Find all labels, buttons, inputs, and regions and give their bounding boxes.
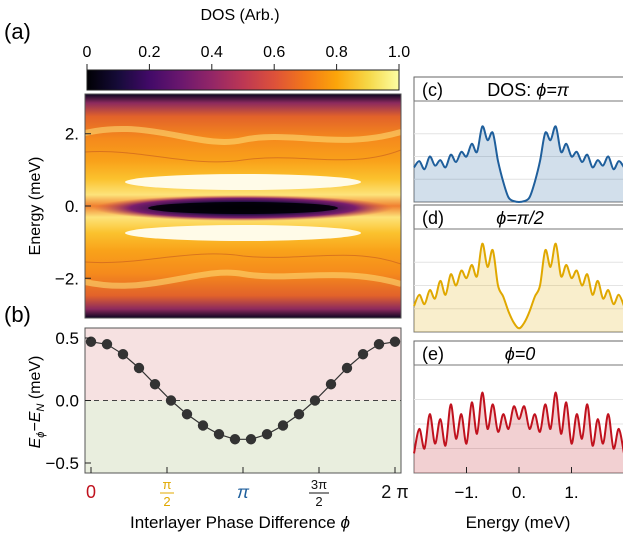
data-point (149, 379, 161, 390)
dos-panel-e: (e) ϕ=0 −1. 0. 1. Energy (meV) (413, 340, 623, 532)
heatmap-ytick-label: 2. (65, 125, 79, 144)
data-point (277, 420, 289, 431)
data-point (261, 429, 273, 440)
contour-band (85, 269, 401, 289)
data-point (133, 362, 145, 374)
panel-c-header (413, 76, 623, 102)
xtick-three-half-pi: 3π 2 (309, 477, 329, 509)
heatmap-panel-a: Energy (meV) 2. 0. −2. (27, 93, 402, 319)
xtick-half-pi-numerator: π (163, 477, 172, 492)
negative-region-bg (85, 400, 401, 473)
xtick-half-pi-denominator: 2 (163, 494, 170, 509)
gap-center (148, 202, 338, 214)
colorbar-tick-label: 0.4 (201, 44, 223, 61)
heatmap-ytick-label: −2. (55, 269, 79, 288)
dos-line-d (413, 242, 623, 330)
data-point (389, 336, 401, 347)
panel-e-header (413, 340, 623, 366)
data-point (245, 434, 257, 445)
heatmap-ylabel: Energy (meV) (27, 157, 44, 256)
panel-label-a: (a) (4, 19, 31, 44)
panel-label-d: (d) (422, 208, 444, 228)
panel-b-xlabel: Interlayer Phase Difference ϕ (130, 513, 350, 532)
panel-label-b: (b) (4, 302, 31, 327)
data-point (213, 429, 225, 440)
positive-region-bg (85, 328, 401, 401)
data-point (197, 420, 209, 431)
data-point (85, 336, 97, 347)
xtick-three-half-pi-denominator: 2 (315, 494, 322, 509)
colorbar-gradient (86, 69, 400, 91)
colorbar-label: DOS (Arb.) (200, 7, 279, 24)
data-point (101, 339, 113, 350)
data-point (293, 409, 305, 420)
panel-b-ylabel: Eϕ−EN (meV) (27, 356, 47, 449)
colorbar-tick-label: 1.0 (388, 44, 410, 61)
panel-label-c: (c) (422, 80, 443, 100)
contour-line (85, 149, 401, 163)
lower-white-band (125, 225, 361, 241)
colorbar: DOS (Arb.) 0 0.2 0.4 0.6 0.8 1.0 (83, 7, 410, 91)
panel-label-e: (e) (422, 344, 444, 364)
panel-e-xtick-label: −1. (454, 483, 478, 502)
xtick-pi: π (237, 482, 250, 502)
contour-band (85, 125, 401, 145)
xtick-half-pi: π 2 (160, 477, 174, 509)
data-point (309, 395, 321, 406)
data-point (229, 434, 241, 445)
data-point (341, 362, 353, 374)
panel-b-ytick-label: −0.5 (45, 454, 79, 473)
heatmap-ytick-label: 0. (65, 197, 79, 216)
panel-c-frame (413, 100, 623, 203)
panel-e-title: ϕ=0 (505, 344, 536, 364)
contour-line (85, 253, 401, 265)
colorbar-tick-label: 0.8 (325, 44, 347, 61)
data-point (373, 339, 385, 350)
dos-panel-c: (c) DOS: ϕ=π (413, 76, 623, 204)
dos-area-e (414, 392, 623, 473)
xtick-three-half-pi-numerator: 3π (311, 477, 327, 492)
data-point (181, 409, 193, 420)
dos-area-d (414, 243, 623, 332)
panel-d-title: ϕ=π/2 (496, 208, 544, 228)
dos-panel-d: (d) ϕ=π/2 (413, 204, 623, 333)
data-point (165, 395, 177, 406)
data-point (325, 379, 337, 390)
colorbar-tick-label: 0 (83, 44, 92, 61)
xtick-two-pi: 2 π (381, 482, 408, 502)
colorbar-tick-label: 0.6 (263, 44, 285, 61)
dos-line-c (413, 125, 623, 204)
panel-b-ytick-label: 0.5 (55, 329, 79, 348)
panel-e-xtick-label: 1. (564, 483, 578, 502)
energy-panel-b: 0.5 0.0 −0.5 Eϕ−EN (meV) 0 π 2 π 3π 2 2 π … (27, 327, 409, 532)
data-point (117, 349, 129, 360)
upper-white-band (125, 174, 361, 190)
panel-e-xtick-label: 0. (512, 483, 526, 502)
dos-line-e (413, 391, 623, 454)
panel-d-header (413, 204, 623, 230)
panel-c-title: DOS: ϕ=π (487, 80, 570, 100)
colorbar-tick-label: 0.2 (138, 44, 160, 61)
panel-b-ytick-label: 0.0 (55, 392, 79, 411)
xtick-zero: 0 (86, 482, 96, 502)
dos-area-c (414, 126, 623, 202)
panel-e-xlabel: Energy (meV) (466, 513, 571, 532)
data-point (357, 349, 369, 360)
